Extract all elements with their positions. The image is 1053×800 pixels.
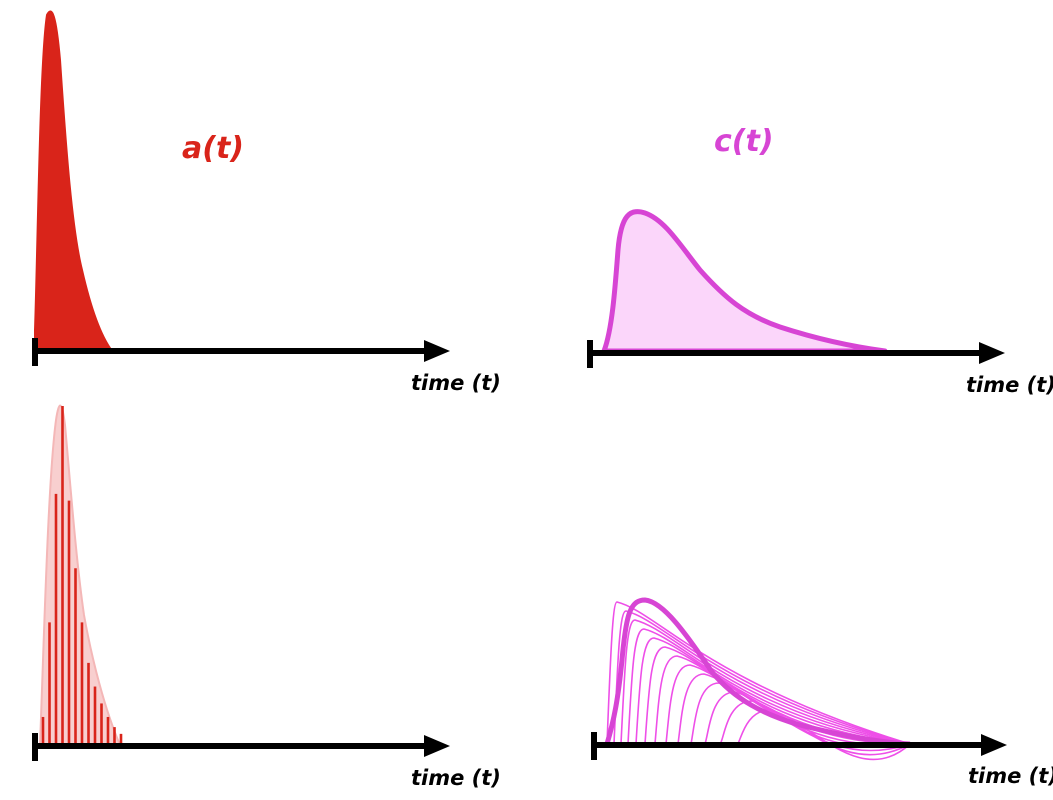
c-outline bbox=[604, 597, 911, 747]
panel-c-continuous: c(t) time (t) bbox=[587, 124, 1053, 397]
c-function-label: c(t) bbox=[714, 124, 774, 159]
response-curves bbox=[606, 601, 911, 761]
time-axis-label: time (t) bbox=[966, 373, 1053, 397]
panel-c-discrete: time (t) bbox=[591, 597, 1053, 788]
time-axis-label: time (t) bbox=[968, 764, 1053, 788]
response-curve bbox=[620, 619, 911, 745]
panel-a-continuous: a(t) time (t) bbox=[32, 10, 501, 395]
response-curve bbox=[704, 691, 911, 752]
panel-a-discrete: time (t) bbox=[32, 404, 501, 790]
response-curve bbox=[735, 709, 911, 761]
response-curve bbox=[627, 628, 911, 745]
axis-arrowhead bbox=[424, 340, 450, 362]
response-curve bbox=[613, 610, 911, 745]
response-curve bbox=[644, 646, 911, 745]
time-axis-label: time (t) bbox=[411, 766, 501, 790]
axis-arrowhead bbox=[424, 735, 450, 757]
impulse-lines bbox=[41, 406, 123, 744]
time-axis-label: time (t) bbox=[411, 371, 501, 395]
a-function-label: a(t) bbox=[182, 131, 244, 166]
axis-arrowhead bbox=[981, 734, 1007, 756]
response-curve bbox=[719, 700, 911, 756]
response-curve bbox=[635, 637, 911, 745]
axis-arrowhead bbox=[979, 342, 1005, 364]
a-envelope bbox=[38, 404, 122, 746]
c-curve-filled bbox=[601, 209, 888, 354]
a-curve-filled bbox=[34, 10, 114, 352]
